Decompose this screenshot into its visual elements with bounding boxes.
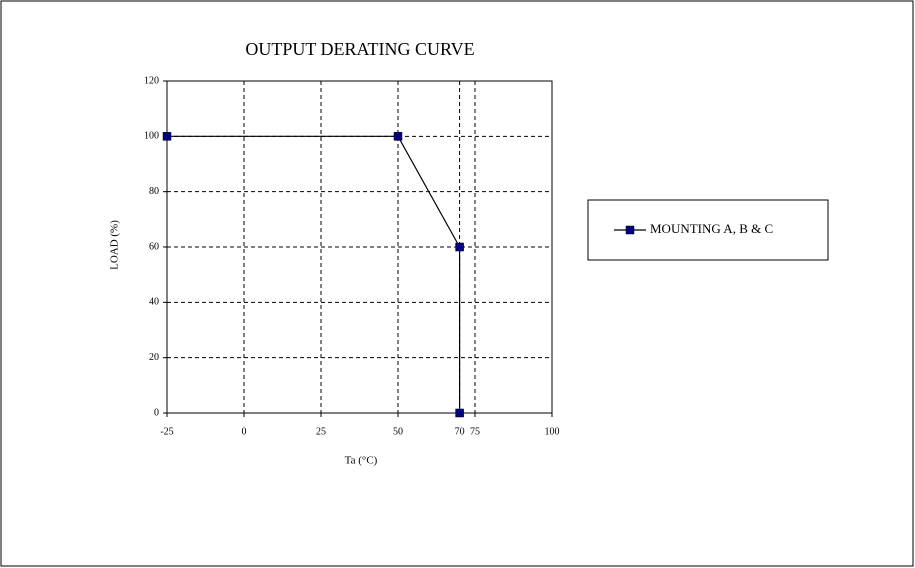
y-tick-label: 40	[149, 297, 159, 308]
y-tick-label: 120	[144, 75, 159, 86]
y-tick-label: 100	[144, 131, 159, 142]
y-axis-label: LOAD (%)	[109, 220, 121, 270]
y-tick-label: 80	[149, 186, 159, 197]
data-line	[167, 135, 461, 413]
y-tick-label: 60	[149, 241, 159, 252]
data-point	[162, 132, 172, 141]
x-tick-label: -25	[160, 426, 173, 437]
x-axis-label: Ta (°C)	[345, 455, 378, 467]
data-point	[455, 242, 464, 252]
x-tick-label: 100	[545, 426, 560, 437]
data-point	[393, 132, 403, 141]
x-tick-label: 70	[455, 426, 465, 437]
legend-label: MOUNTING A, B & C	[650, 221, 773, 236]
legend-marker	[625, 225, 635, 235]
data-point	[455, 408, 464, 418]
chart-title: OUTPUT DERATING CURVE	[245, 39, 474, 59]
x-tick-label: 75	[470, 426, 480, 437]
y-tick-label: 20	[149, 352, 159, 363]
x-tick-label: 50	[393, 426, 403, 437]
x-tick-label: 25	[316, 426, 326, 437]
y-tick-label: 0	[154, 407, 159, 418]
x-tick-label: 0	[242, 426, 247, 437]
